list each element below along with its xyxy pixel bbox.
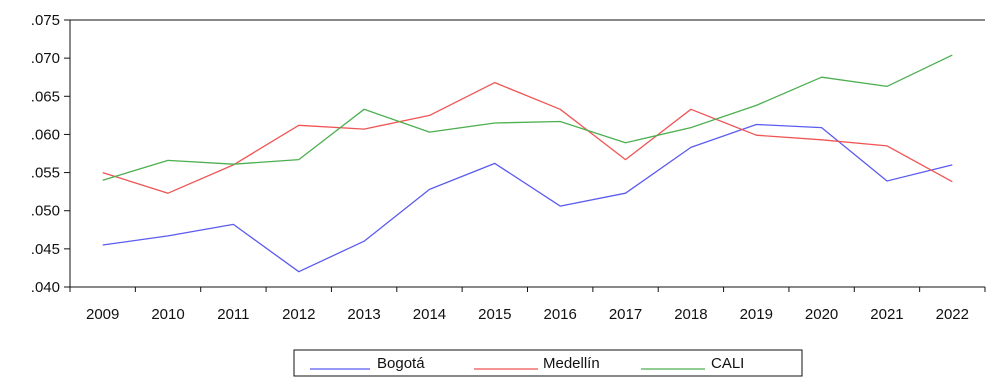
series-line — [102, 123, 953, 273]
x-tick-label: 2018 — [674, 306, 707, 323]
x-tick-label: 2017 — [609, 306, 642, 323]
y-tick-label: .060 — [31, 126, 60, 143]
legend: Bogotá Medellín CALI — [293, 349, 803, 377]
y-tick-label: .040 — [31, 279, 60, 296]
y-tick-label: .055 — [31, 165, 60, 182]
x-tick-label: 2021 — [870, 306, 903, 323]
x-tick-label: 2016 — [543, 306, 576, 323]
y-tick-label: .065 — [31, 88, 60, 105]
x-tick-label: 2015 — [478, 306, 511, 323]
y-tick-label: .075 — [31, 12, 60, 29]
x-tick-label: 2013 — [347, 306, 380, 323]
series-lines — [102, 54, 953, 273]
x-tick-label: 2009 — [86, 306, 119, 323]
legend-label: CALI — [711, 355, 744, 372]
y-axis-ticks: .040 .045 .050 .055 .060 .065 .070 .075 — [31, 12, 70, 296]
legend-label: Bogotá — [377, 355, 425, 372]
y-tick-label: .045 — [31, 241, 60, 258]
x-tick-label: 2019 — [740, 306, 773, 323]
x-axis-ticks: 2009 2010 2011 2012 2013 2014 2015 2016 2017 2018… — [69, 287, 986, 323]
series-line — [102, 54, 953, 181]
x-tick-label: 2022 — [936, 306, 969, 323]
axes — [69, 19, 985, 288]
y-tick-label: .070 — [31, 50, 60, 67]
x-tick-label: 2010 — [151, 306, 184, 323]
legend-box — [293, 349, 803, 377]
x-tick-label: 2020 — [805, 306, 838, 323]
x-tick-label: 2011 — [217, 306, 249, 323]
legend-label: Medellín — [543, 355, 600, 372]
x-tick-label: 2014 — [413, 306, 446, 323]
y-tick-label: .050 — [31, 203, 60, 220]
series-line — [102, 81, 953, 194]
x-tick-label: 2012 — [282, 306, 315, 323]
